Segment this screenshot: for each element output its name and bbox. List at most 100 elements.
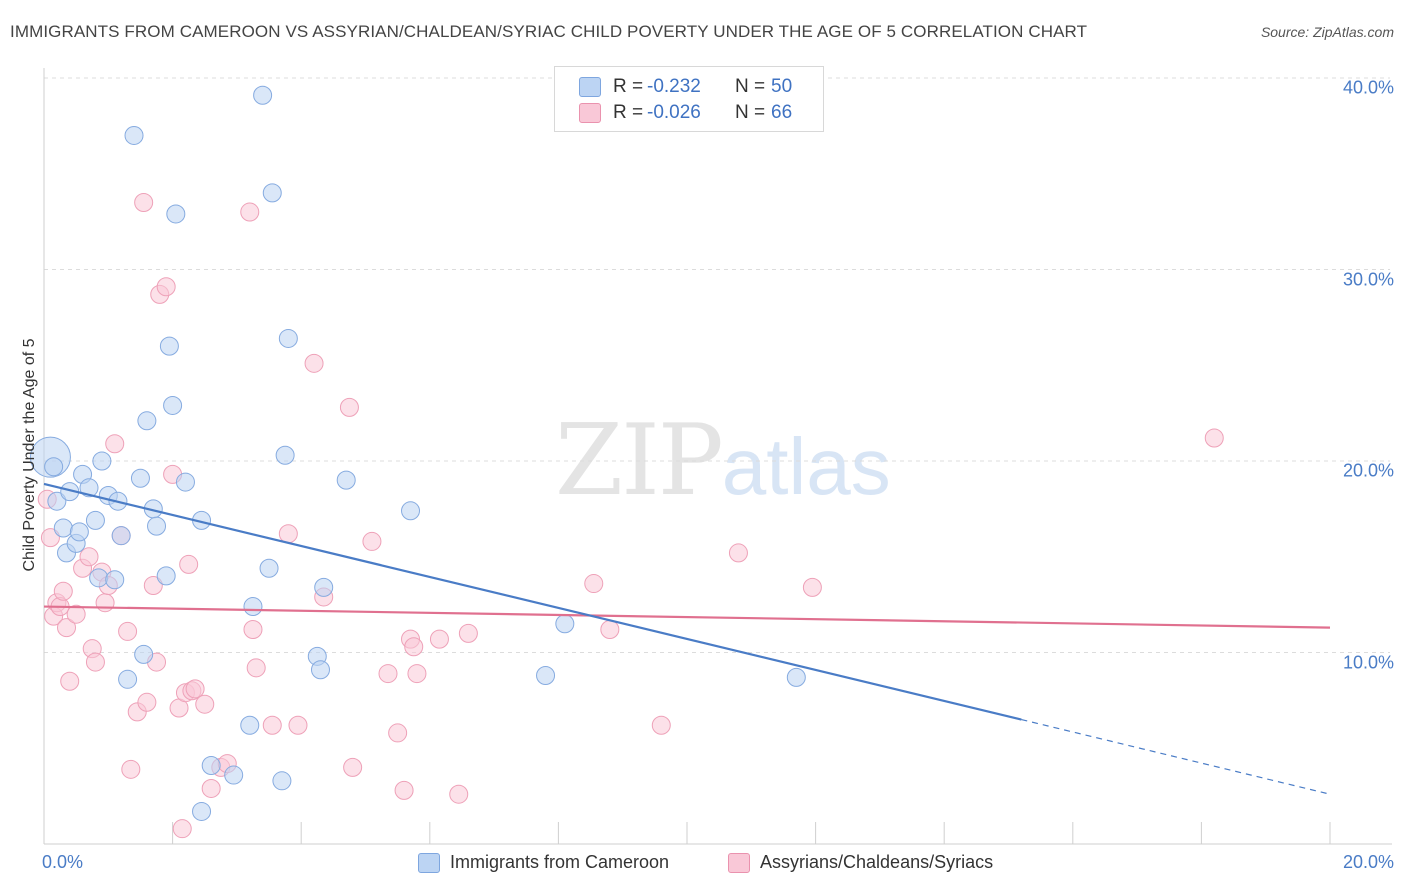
point-assyrian (195, 694, 215, 714)
point-assyrian (262, 715, 282, 735)
point-assyrian (105, 434, 125, 454)
point-assyrian (584, 574, 604, 594)
point-cameroon (105, 570, 125, 590)
point-assyrian (394, 780, 414, 800)
point-assyrian (143, 575, 163, 595)
point-assyrian (179, 554, 199, 574)
legend-row-assyrian: R = -0.026 N = 66 (579, 100, 792, 126)
point-cameroon (175, 472, 195, 492)
point-cameroon (314, 577, 334, 597)
point-cameroon (79, 478, 99, 498)
point-assyrian (288, 715, 308, 735)
point-assyrian (134, 192, 154, 212)
point-assyrian (388, 723, 408, 743)
point-assyrian (121, 759, 141, 779)
legend-n-label: N = (735, 76, 766, 97)
point-assyrian (66, 604, 86, 624)
point-assyrian (243, 620, 263, 640)
point-assyrian (600, 620, 620, 640)
x-tick-min: 0.0% (42, 852, 84, 872)
point-assyrian (404, 637, 424, 657)
trend-line-assyrian (43, 605, 1331, 629)
point-cameroon (224, 765, 244, 785)
point-assyrian (85, 652, 105, 672)
point-cameroon (137, 411, 157, 431)
bottom-legend-swatch-pink (728, 852, 750, 873)
point-assyrian (802, 577, 822, 597)
point-assyrian (407, 664, 427, 684)
point-cameroon (166, 204, 186, 224)
y-tick-label-20: 20.0% (1342, 460, 1394, 481)
legend-r-label: R = (613, 102, 644, 123)
stats-legend: R = -0.232 N = 50 R = -0.026 N = 66 (554, 66, 824, 132)
point-cameroon (44, 457, 64, 477)
point-assyrian (458, 623, 478, 643)
source-label: Source: ZipAtlas.com (1260, 24, 1394, 40)
legend-n-label: N = (735, 102, 766, 123)
point-cameroon (401, 501, 421, 521)
point-assyrian (429, 629, 449, 649)
point-assyrian (137, 692, 157, 712)
legend-row-cameroon: R = -0.232 N = 50 (579, 74, 792, 100)
y-axis-label: Child Poverty Under the Age of 5 (21, 338, 38, 572)
y-tick-label-40: 40.0% (1342, 77, 1394, 98)
point-cameroon (111, 526, 131, 546)
point-cameroon (536, 665, 556, 685)
grid-lines (44, 77, 1390, 653)
point-cameroon (47, 491, 67, 511)
point-cameroon (555, 614, 575, 634)
point-assyrian (304, 353, 324, 373)
point-assyrian (339, 397, 359, 417)
legend-r-value: -0.026 (647, 102, 701, 123)
point-cameroon (118, 669, 138, 689)
point-assyrian (449, 784, 469, 804)
point-assyrian (185, 679, 205, 699)
point-assyrian (57, 618, 77, 638)
point-assyrian (79, 547, 99, 567)
legend-r-value: -0.232 (647, 76, 701, 97)
point-cameroon (243, 597, 263, 617)
point-cameroon (259, 558, 279, 578)
trend-line-cameroon (43, 482, 1022, 721)
point-assyrian (378, 664, 398, 684)
bottom-legend-cameroon: Immigrants from Cameroon (418, 852, 669, 873)
point-cameroon (272, 771, 292, 791)
point-assyrian (343, 757, 363, 777)
point-assyrian (40, 528, 60, 548)
legend-n-value: 66 (771, 102, 793, 123)
point-cameroon (336, 470, 356, 490)
point-assyrian (53, 581, 73, 601)
point-cameroon (69, 522, 89, 542)
bottom-legend-label: Assyrians/Chaldeans/Syriacs (760, 852, 994, 872)
point-assyrian (156, 277, 176, 297)
point-cameroon (85, 510, 105, 530)
point-cameroon (201, 755, 221, 775)
series-assyrian-points (37, 192, 1224, 839)
bottom-legend-label: Immigrants from Cameroon (450, 852, 670, 872)
point-cameroon (124, 125, 144, 145)
bottom-legend-assyrian: Assyrians/Chaldeans/Syriacs (728, 852, 993, 873)
point-cameroon (92, 451, 112, 471)
point-cameroon (278, 328, 298, 348)
point-assyrian (278, 524, 298, 544)
point-cameroon (275, 445, 295, 465)
legend-r-label: R = (613, 76, 644, 97)
point-assyrian (201, 778, 221, 798)
point-cameroon (53, 518, 73, 538)
point-cameroon (130, 468, 150, 488)
x-tick-max: 20.0% (1342, 852, 1394, 872)
point-cameroon (156, 566, 176, 586)
point-cameroon (134, 644, 154, 664)
legend-swatch-blue (579, 77, 601, 97)
point-cameroon (147, 516, 167, 536)
point-cameroon (253, 85, 273, 105)
watermark-atlas: atlas (721, 422, 891, 511)
point-assyrian (246, 658, 266, 678)
point-assyrian (95, 593, 115, 613)
chart-title: IMMIGRANTS FROM CAMEROON VS ASSYRIAN/CHA… (10, 22, 1088, 41)
point-cameroon (310, 660, 330, 680)
point-cameroon (786, 667, 806, 687)
point-cameroon (159, 336, 179, 356)
point-assyrian (60, 671, 80, 691)
